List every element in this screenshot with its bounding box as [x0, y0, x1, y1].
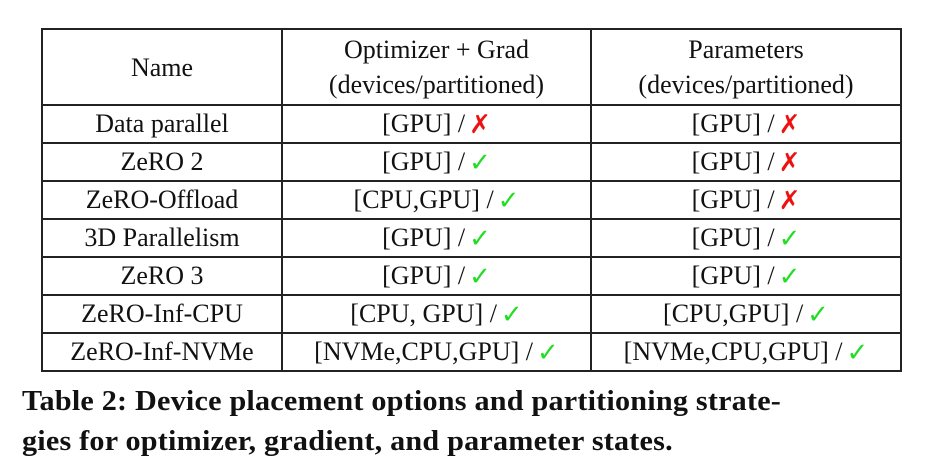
- row-name: ZeRO-Inf-NVMe: [41, 332, 283, 372]
- check-icon: ✓: [846, 338, 869, 368]
- optimizer-grad-cell: [GPU] / ✗: [281, 104, 592, 144]
- cross-icon: ✗: [469, 110, 491, 140]
- optimizer-grad-cell: [CPU, GPU] / ✓: [281, 294, 592, 334]
- table-row: ZeRO 2 [GPU] / ✓ [GPU] / ✗: [41, 142, 902, 182]
- header-parameters: Parameters (devices/partitioned): [590, 28, 902, 106]
- check-icon: ✓: [778, 262, 801, 292]
- header-parameters-line2: (devices/partitioned): [638, 70, 854, 99]
- row-name: ZeRO 2: [41, 142, 283, 182]
- table-row: ZeRO-Offload [CPU,GPU] / ✓ [GPU] / ✗: [41, 180, 902, 220]
- check-icon: ✓: [807, 300, 829, 330]
- optimizer-grad-cell: [NVMe,CPU,GPU] / ✓: [281, 332, 592, 372]
- check-icon: ✓: [500, 300, 523, 330]
- parameters-cell: [GPU] / ✓: [590, 256, 902, 296]
- header-row: Name Optimizer + Grad (devices/partition…: [41, 28, 902, 106]
- parameters-cell: [GPU] / ✗: [590, 180, 902, 220]
- parameters-cell: [GPU] / ✗: [590, 104, 902, 144]
- row-name: ZeRO 3: [41, 256, 283, 296]
- row-name: ZeRO-Offload: [41, 180, 283, 220]
- table-row: ZeRO-Inf-CPU [CPU, GPU] / ✓ [CPU,GPU] / ✓: [41, 294, 902, 334]
- caption-line-2: gies for optimizer, gradient, and parame…: [22, 425, 673, 457]
- check-icon: ✓: [469, 148, 491, 178]
- row-name: Data parallel: [41, 104, 283, 144]
- check-icon: ✓: [537, 338, 559, 368]
- table-row: 3D Parallelism [GPU] / ✓ [GPU] / ✓: [41, 218, 902, 258]
- check-icon: ✓: [469, 224, 491, 254]
- parameters-cell: [GPU] / ✓: [590, 218, 902, 258]
- table-row: Data parallel [GPU] / ✗ [GPU] / ✗: [41, 104, 902, 144]
- header-name: Name: [41, 28, 283, 106]
- header-optimizer-grad-line1: Optimizer + Grad: [343, 35, 530, 64]
- row-name: 3D Parallelism: [41, 218, 283, 258]
- header-optimizer-grad-line2: (devices/partitioned): [328, 70, 545, 99]
- parameters-cell: [GPU] / ✗: [590, 142, 902, 182]
- parameters-cell: [CPU,GPU] / ✓: [590, 294, 902, 334]
- header-optimizer-grad: Optimizer + Grad (devices/partitioned): [281, 28, 592, 106]
- table-row: ZeRO-Inf-NVMe [NVMe,CPU,GPU] / ✓ [NVMe,CP…: [41, 332, 902, 372]
- parameters-cell: [NVMe,CPU,GPU] / ✓: [590, 332, 902, 372]
- table-caption: Table 2: Device placement options and pa…: [22, 381, 942, 461]
- cross-icon: ✗: [778, 110, 801, 140]
- check-icon: ✓: [497, 186, 520, 216]
- optimizer-grad-cell: [GPU] / ✓: [281, 218, 592, 258]
- optimizer-grad-cell: [CPU,GPU] / ✓: [281, 180, 592, 220]
- check-icon: ✓: [778, 224, 801, 254]
- optimizer-grad-cell: [GPU] / ✓: [281, 142, 592, 182]
- table-row: ZeRO 3 [GPU] / ✓ [GPU] / ✓: [41, 256, 902, 296]
- device-placement-table: Name Optimizer + Grad (devices/partition…: [41, 28, 902, 372]
- optimizer-grad-cell: [GPU] / ✓: [281, 256, 592, 296]
- header-parameters-line1: Parameters: [688, 35, 804, 64]
- cross-icon: ✗: [778, 148, 801, 178]
- caption-line-1: Table 2: Device placement options and pa…: [22, 385, 782, 417]
- row-name: ZeRO-Inf-CPU: [41, 294, 283, 334]
- cross-icon: ✗: [778, 186, 801, 216]
- check-icon: ✓: [469, 262, 491, 292]
